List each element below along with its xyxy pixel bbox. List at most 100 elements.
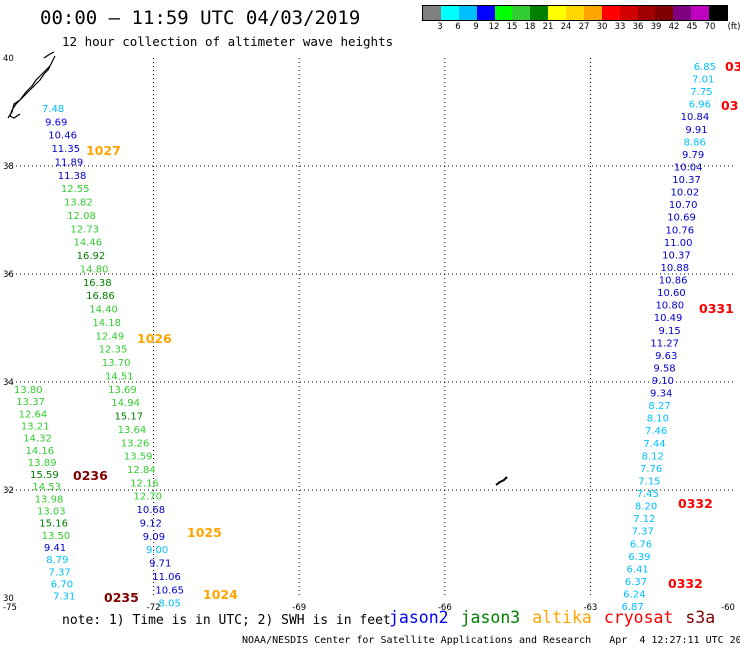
wave-height-value: 14.51 — [105, 371, 134, 382]
color-scale-tick-label: 12 — [488, 22, 500, 32]
map-grid — [8, 58, 736, 598]
pass-time-labels: 1027 1026 1025 1024 0236 0235 03 03 0331 0332 0332 — [73, 59, 740, 605]
wave-height-value: 9.69 — [45, 117, 67, 128]
wave-height-value: 9.10 — [652, 376, 674, 387]
wave-height-value: 12.16 — [130, 478, 159, 489]
wave-height-value: 6.70 — [51, 579, 73, 590]
wave-height-value: 10.76 — [666, 225, 695, 236]
pass-time-label: 1026 — [137, 331, 172, 346]
wave-height-value: 14.16 — [26, 446, 55, 457]
wave-height-value: 13.50 — [42, 531, 71, 542]
pass-time-label: 0332 — [668, 576, 703, 591]
wave-height-value: 9.91 — [685, 125, 707, 136]
latitude-label: 34 — [3, 378, 14, 388]
wave-height-value: 11.00 — [664, 238, 693, 249]
legend-entry-altika: altika — [532, 608, 592, 627]
latitude-label: 40 — [3, 54, 14, 64]
color-scale-swatch — [530, 6, 549, 20]
wave-height-value: 13.70 — [102, 358, 131, 369]
wave-height-value: 13.98 — [35, 494, 64, 505]
wave-height-value: 7.15 — [638, 476, 660, 487]
legend-entry-cryosat: cryosat — [603, 608, 674, 627]
color-scale-swatch — [494, 6, 513, 20]
color-scale-tick-label: 3 — [437, 22, 443, 32]
color-scale-tick-label: 9 — [473, 22, 479, 32]
legend-entry-s3a: s3a — [685, 608, 716, 627]
wave-height-value: 15.17 — [114, 412, 143, 423]
wave-height-value: 7.46 — [645, 426, 667, 437]
longitude-label: -75 — [3, 603, 17, 613]
wave-height-value: 6.41 — [627, 564, 649, 575]
wave-height-value: 6.85 — [694, 62, 716, 73]
wave-height-value: 8.20 — [635, 502, 657, 513]
color-scale-tick-label: 33 — [614, 22, 626, 32]
longitude-label: -72 — [147, 603, 161, 613]
wave-height-value: 13.59 — [124, 452, 153, 463]
wave-height-value: 16.86 — [86, 291, 115, 302]
satellite-legend: jason2 jason3 altika cryosat s3a — [389, 608, 727, 627]
wave-height-value: 11.06 — [152, 572, 181, 583]
wave-height-value: 9.09 — [143, 532, 165, 543]
pass-time-label: 0235 — [104, 590, 139, 605]
wave-height-value: 13.89 — [28, 458, 57, 469]
longitude-label: -60 — [721, 603, 735, 613]
legend-entry-jason3: jason3 — [460, 608, 521, 627]
wave-height-value: 7.37 — [49, 567, 71, 578]
wave-height-value: 12.84 — [127, 465, 156, 476]
color-scale-tick-label: 70 — [704, 22, 716, 32]
color-scale-swatch — [566, 6, 584, 20]
wave-height-value: 7.31 — [53, 592, 75, 603]
coastline-nova-scotia — [7, 55, 56, 119]
color-scale-swatch — [619, 6, 638, 20]
wave-height-value: 7.44 — [643, 439, 665, 450]
wave-height-value: 8.79 — [46, 555, 68, 566]
color-scale-tick-label: 39 — [650, 22, 662, 32]
coastline-island — [43, 51, 55, 59]
wave-height-value: 6.96 — [689, 100, 711, 111]
wave-height-value: 9.58 — [653, 363, 675, 374]
wave-height-value: 11.89 — [55, 157, 84, 168]
color-scale-swatch — [423, 6, 441, 20]
axis-tick-labels: -75 -72 -69 -66 -63 -60 40 38 36 34 32 30 — [3, 54, 735, 613]
wave-height-value: 12.70 — [133, 492, 162, 503]
latitude-label: 32 — [3, 486, 14, 496]
wave-height-value: 13.21 — [21, 421, 50, 432]
wave-height-value: 10.86 — [659, 276, 688, 287]
wave-height-observations: 7.48 9.69 10.46 11.35 11.89 11.38 12.55 13.82 12… — [14, 62, 716, 613]
land-features — [7, 51, 508, 486]
pass-time-label: 03 — [721, 98, 738, 113]
wave-height-value: 9.34 — [650, 389, 672, 400]
pass-time-label: 0236 — [73, 468, 108, 483]
color-scale-swatch — [709, 6, 727, 20]
color-scale-swatch — [440, 6, 459, 20]
color-scale-tick-label: 30 — [596, 22, 608, 32]
footnote: note: 1) Time is in UTC; 2) SWH is in fe… — [62, 613, 391, 628]
legend-entry-jason2: jason2 — [389, 608, 449, 627]
wave-height-value: 13.64 — [118, 425, 147, 436]
wave-height-value: 7.76 — [640, 464, 662, 475]
wave-height-value: 6.39 — [628, 552, 650, 563]
wave-height-value: 7.48 — [42, 104, 64, 115]
wave-height-value: 12.49 — [96, 331, 125, 342]
color-scale-tick-label: 24 — [560, 22, 572, 32]
wave-height-value: 13.37 — [16, 397, 45, 408]
wave-height-value: 13.80 — [14, 385, 43, 396]
wave-height-value: 12.73 — [70, 224, 99, 235]
wave-height-value: 7.01 — [692, 75, 714, 86]
color-scale-swatch — [583, 6, 602, 20]
wave-height-value: 9.00 — [146, 545, 168, 556]
wave-height-value: 13.03 — [37, 507, 66, 518]
color-scale-labels: 3 6 9 12 15 18 21 24 27 30 33 36 39 42 45 70 (ft) — [422, 22, 740, 34]
latitude-label: 36 — [3, 270, 14, 280]
pass-time-label: 03 — [725, 59, 740, 74]
color-scale-swatch — [548, 6, 566, 20]
wave-height-value: 10.37 — [662, 250, 691, 261]
color-scale-bar — [422, 5, 728, 21]
color-scale-swatch — [655, 6, 674, 20]
wave-height-value: 8.12 — [642, 451, 664, 462]
color-scale-tick-label: 18 — [524, 22, 536, 32]
wave-height-value: 9.79 — [682, 150, 704, 161]
wave-height-value: 7.37 — [632, 527, 654, 538]
pass-time-label: 1025 — [187, 525, 222, 540]
wave-height-value: 15.59 — [30, 470, 59, 481]
